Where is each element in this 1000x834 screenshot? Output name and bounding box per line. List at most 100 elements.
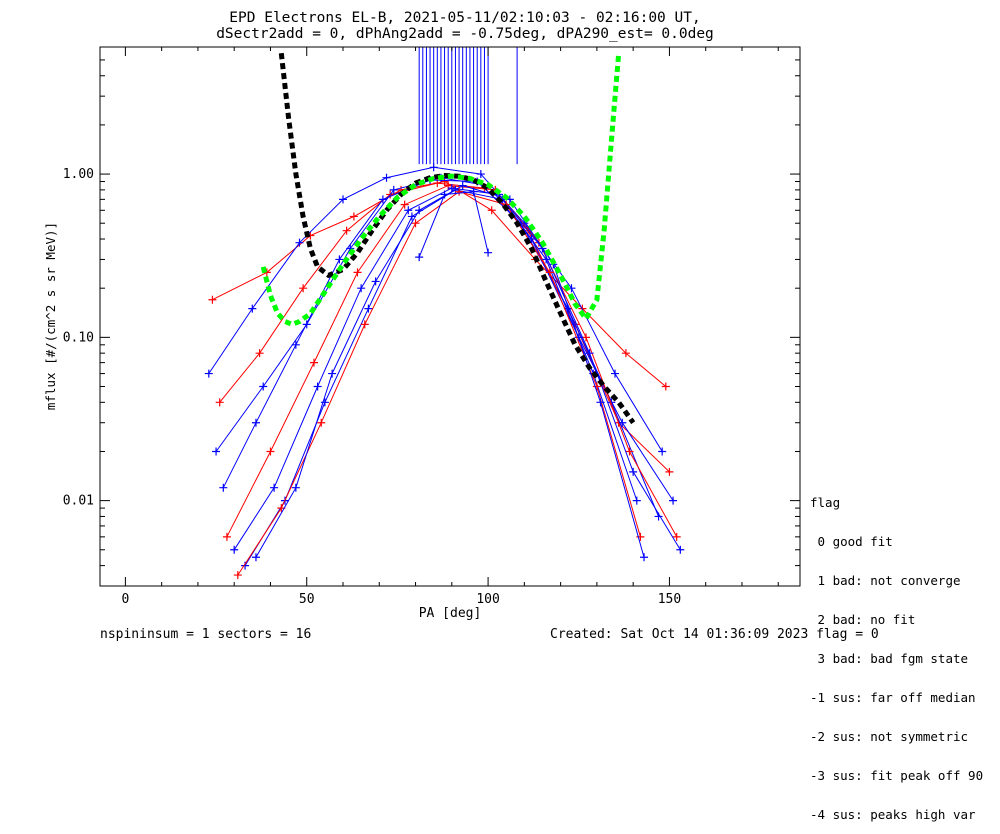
y-tick-label: 0.01 — [63, 494, 94, 509]
data-point — [219, 483, 228, 492]
data-point — [364, 304, 373, 313]
footer-spin-info: nspininsum = 1 sectors = 16 — [100, 627, 312, 642]
data-point — [400, 200, 409, 209]
series-line-10 — [418, 191, 489, 258]
data-point — [596, 398, 605, 407]
data-point — [429, 163, 438, 172]
data-point — [415, 206, 424, 215]
data-point — [542, 255, 551, 264]
data-point — [585, 349, 594, 358]
data-point — [353, 268, 362, 277]
data-point — [360, 320, 369, 329]
data-point — [658, 447, 667, 456]
data-point — [611, 369, 620, 378]
data-point — [313, 382, 322, 391]
overlay-layer — [260, 47, 636, 425]
data-point — [407, 212, 416, 221]
data-point — [230, 545, 239, 554]
data-point — [415, 253, 424, 262]
data-point — [636, 532, 645, 541]
legend-entry: -1 sus: far off median — [810, 690, 976, 705]
x-tick-label: 0 — [121, 592, 129, 607]
data-point — [404, 206, 413, 215]
data-point — [640, 553, 649, 562]
data-point — [342, 226, 351, 235]
data-point — [487, 206, 496, 215]
data-point — [632, 496, 641, 505]
x-tick-label: 100 — [476, 592, 499, 607]
data-point — [629, 467, 638, 476]
data-point — [669, 496, 678, 505]
x-tick-label: 50 — [299, 592, 315, 607]
data-point — [295, 238, 304, 247]
data-point — [382, 173, 391, 182]
data-point — [270, 483, 279, 492]
green-fit-curve — [260, 52, 622, 328]
data-point — [349, 212, 358, 221]
data-point — [582, 333, 591, 342]
data-point — [661, 382, 670, 391]
data-point — [204, 369, 213, 378]
plot-frame — [99, 46, 801, 587]
series-line-0 — [212, 180, 667, 387]
series-layer — [204, 163, 685, 580]
legend-entry: -3 sus: fit peak off 90 — [810, 768, 984, 783]
series-line-8 — [237, 191, 641, 576]
y-tick-label: 0.10 — [63, 330, 94, 345]
data-point — [339, 195, 348, 204]
y-tick-label: 1.00 — [63, 167, 94, 182]
data-point — [251, 553, 260, 562]
data-point — [592, 382, 601, 391]
data-point — [676, 545, 685, 554]
data-point — [545, 268, 554, 277]
data-point — [357, 284, 366, 293]
data-point — [389, 185, 398, 194]
data-point — [317, 418, 326, 427]
data-point — [291, 483, 300, 492]
series-line-9 — [255, 185, 645, 558]
data-point — [469, 187, 478, 196]
legend-title: flag — [810, 495, 841, 510]
data-point — [222, 532, 231, 541]
x-tick-label: 150 — [658, 592, 681, 607]
legend-entry: -4 sus: peaks high var — [810, 807, 976, 822]
data-point — [259, 382, 268, 391]
series-line-4 — [222, 179, 659, 517]
axis-layer: 0 50 100 150 0.01 0.10 1.00 — [63, 46, 800, 607]
chart-title-line-1: EPD Electrons EL-B, 2021-05-11/02:10:03 … — [229, 10, 701, 26]
data-point — [625, 447, 634, 456]
data-point — [251, 418, 260, 427]
data-point — [455, 187, 464, 196]
black-fit-curve — [278, 52, 636, 425]
data-point — [672, 532, 681, 541]
series-line-7 — [244, 189, 638, 566]
data-point — [458, 181, 467, 190]
data-point — [320, 398, 329, 407]
data-point — [371, 277, 380, 286]
data-point — [212, 447, 221, 456]
data-point — [248, 304, 257, 313]
data-point — [440, 190, 449, 199]
data-point — [484, 248, 493, 257]
data-point — [266, 447, 275, 456]
data-point — [291, 340, 300, 349]
data-point — [215, 398, 224, 407]
data-point — [233, 571, 242, 580]
legend-entry: -2 sus: not symmetric — [810, 729, 969, 744]
footer-created-info: Created: Sat Oct 14 01:36:09 2023 flag =… — [550, 627, 879, 642]
data-point — [411, 219, 420, 228]
data-point — [309, 358, 318, 367]
data-point — [328, 369, 337, 378]
data-point — [241, 561, 250, 570]
data-point — [476, 170, 485, 179]
data-point — [621, 349, 630, 358]
legend-entry: 3 bad: bad fgm state — [810, 651, 969, 666]
data-point — [299, 284, 308, 293]
chart-title-line-2: dSectr2add = 0, dPhAng2add = -0.75deg, d… — [216, 26, 714, 42]
x-axis-label: PA [deg] — [419, 606, 482, 621]
data-point — [255, 349, 264, 358]
legend-entry: 2 bad: no fit — [810, 612, 916, 627]
y-axis-label: mflux [#/(cm^2 s sr MeV)] — [43, 222, 58, 410]
data-point — [335, 255, 344, 264]
legend-entry: 0 good fit — [810, 534, 893, 549]
